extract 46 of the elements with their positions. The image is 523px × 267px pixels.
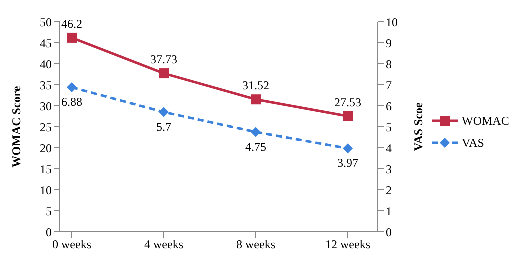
y-tick-label: 35 — [40, 78, 52, 92]
point — [343, 144, 353, 154]
data-label: 3.97 — [338, 156, 358, 170]
y-tick-label: 10 — [40, 183, 52, 198]
y-tick-label: 30 — [40, 99, 52, 114]
point — [67, 82, 77, 93]
point — [343, 111, 353, 122]
y2-tick-label: 1 — [386, 204, 392, 218]
y2-tick-label: 6 — [386, 99, 392, 114]
y2-tick-label: 2 — [386, 183, 392, 198]
data-label: 27.53 — [334, 95, 362, 110]
y2-axis-title: VAS Scoe — [411, 102, 426, 152]
point — [159, 107, 169, 118]
y2-tick-label: 10 — [386, 15, 398, 30]
y-axis-title: WOMAC Score — [9, 86, 24, 168]
y-tick-label: 50 — [40, 15, 52, 30]
data-label: 31.52 — [242, 78, 270, 93]
y2-tick-label: 5 — [386, 120, 392, 134]
point — [251, 94, 261, 105]
point — [251, 127, 261, 138]
data-label: 46.2 — [62, 16, 82, 31]
data-label: 37.73 — [150, 52, 178, 67]
y2-tick-label: 0 — [386, 225, 392, 240]
y2-tick-label: 8 — [386, 57, 392, 72]
x-tick-label: 4 weeks — [144, 238, 184, 252]
y-tick-label: 40 — [40, 57, 52, 72]
x-tick-label: 12 weeks — [326, 238, 371, 252]
y2-tick-label: 7 — [386, 78, 392, 92]
y-tick-label: 15 — [40, 162, 52, 176]
x-tick-label: 8 weeks — [236, 238, 276, 252]
point — [67, 32, 77, 43]
y-tick-label: 5 — [46, 204, 52, 218]
data-label: 6.88 — [62, 95, 82, 110]
y2-tick-label: 9 — [386, 36, 392, 50]
y-tick-label: 20 — [40, 141, 52, 156]
legend-label: WOMAC — [462, 114, 510, 128]
y-tick-label: 25 — [40, 120, 52, 134]
data-label: 4.75 — [246, 140, 266, 154]
legend-label: VAS — [462, 136, 484, 150]
y2-tick-label: 4 — [386, 141, 392, 156]
y2-tick-label: 3 — [386, 162, 392, 176]
data-label: 5.7 — [156, 120, 172, 134]
y-tick-label: 0 — [46, 225, 52, 240]
point — [159, 68, 169, 79]
y-tick-label: 45 — [40, 36, 52, 50]
x-tick-label: 0 weeks — [52, 238, 92, 252]
